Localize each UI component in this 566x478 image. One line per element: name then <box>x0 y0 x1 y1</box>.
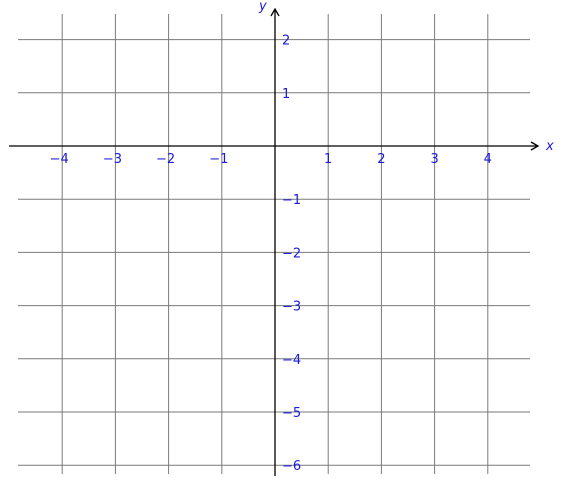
y-axis-label: y <box>258 0 267 14</box>
grid <box>18 14 530 474</box>
axes: x y <box>9 0 554 476</box>
x-tick-label: −4 <box>50 152 69 167</box>
x-tick-label: −1 <box>209 152 228 167</box>
x-tick-label: 1 <box>324 152 332 167</box>
x-tick-label: −2 <box>156 152 175 167</box>
x-tick-label: −3 <box>103 152 122 167</box>
y-tick-label: 2 <box>282 34 290 49</box>
y-tick-label: −4 <box>282 353 301 368</box>
x-axis-label: x <box>545 139 554 154</box>
tick-labels: −4 −3 −2 −1 1 2 3 4 2 1 −1 −2 −3 −4 −5 −6 <box>50 34 492 475</box>
y-tick-label: 1 <box>282 87 290 102</box>
x-tick-label: 2 <box>377 152 385 167</box>
y-tick-label: −5 <box>282 406 301 421</box>
y-axis-arrow-icon <box>270 7 280 17</box>
x-tick-label: 3 <box>430 152 438 167</box>
y-tick-label: −3 <box>282 300 301 315</box>
y-tick-label: −6 <box>282 459 301 474</box>
y-tick-label: −1 <box>282 193 301 208</box>
y-tick-label: −2 <box>282 246 301 261</box>
x-axis-arrow-icon <box>530 141 540 151</box>
x-tick-label: 4 <box>484 152 492 167</box>
